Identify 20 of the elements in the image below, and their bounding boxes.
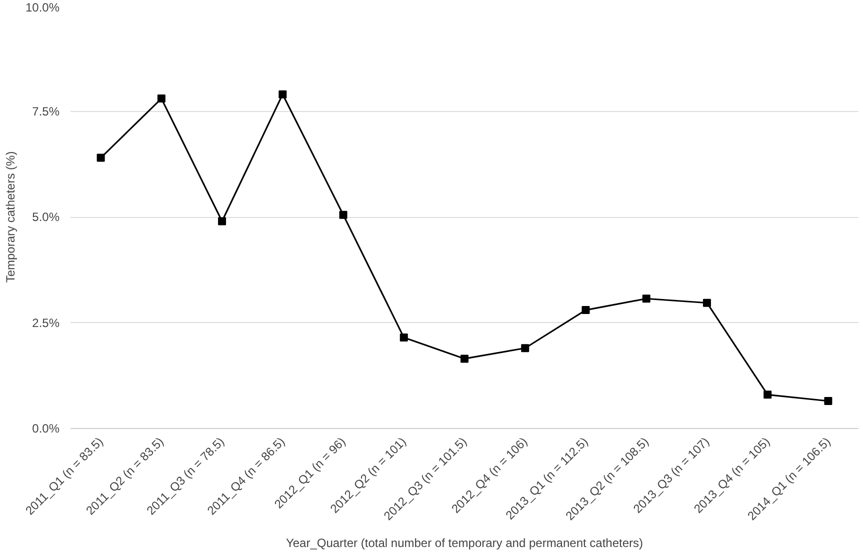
y-tick-label: 2.5% xyxy=(32,316,60,330)
y-axis-title: Temporary catheters (%) xyxy=(3,151,18,283)
point xyxy=(460,354,468,363)
point xyxy=(278,90,287,98)
y-tick-label: 10.0% xyxy=(25,0,60,14)
point xyxy=(824,397,832,406)
point xyxy=(702,298,711,307)
point xyxy=(218,217,226,226)
point xyxy=(582,306,590,314)
point xyxy=(400,334,408,342)
point xyxy=(521,344,530,352)
y-tick-label: 5.0% xyxy=(32,210,60,224)
y-tick-label: 7.5% xyxy=(32,104,60,118)
x-axis-title: Year_Quarter (total number of temporary and permanent catheters) xyxy=(286,536,644,550)
y-tick-label: 0.0% xyxy=(32,422,60,436)
point xyxy=(157,94,166,103)
point xyxy=(642,294,650,303)
point xyxy=(764,390,772,399)
point xyxy=(96,154,105,162)
point xyxy=(339,210,348,219)
